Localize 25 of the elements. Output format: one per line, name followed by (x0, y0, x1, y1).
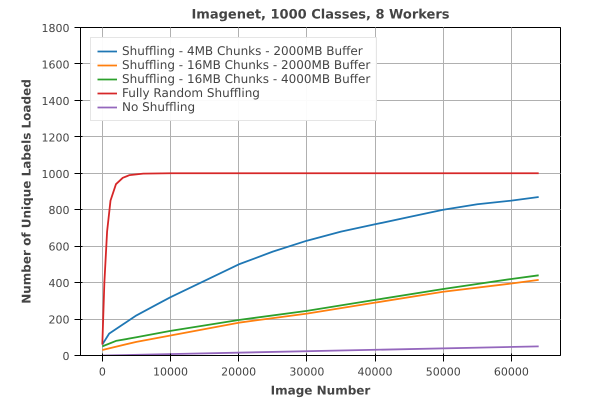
x-tick-label: 60000 (494, 366, 529, 378)
y-tick-label: 200 (48, 314, 70, 327)
y-tick-label: 600 (48, 240, 70, 254)
y-tick-label: 1600 (42, 58, 70, 72)
y-tick-label: 0 (62, 350, 70, 363)
x-tick-label: 10000 (153, 366, 188, 378)
y-tick-label: 1000 (42, 168, 70, 181)
x-tick-label: 20000 (221, 366, 256, 378)
y-tick-label: 1200 (42, 131, 70, 144)
legend-label: Shuffling - 4MB Chunks - 2000MB Buffer (122, 44, 363, 58)
y-tick-label: 1800 (42, 22, 70, 35)
chart-title: Imagenet, 1000 Classes, 8 Workers (191, 8, 450, 22)
y-axis-title: Number of Unique Labels Loaded (20, 79, 34, 304)
x-axis-title: Image Number (270, 384, 370, 398)
y-tick-label: 800 (48, 204, 70, 218)
x-tick-label: 40000 (358, 366, 393, 378)
legend-label: Fully Random Shuffling (122, 86, 260, 100)
y-tick-label: 1400 (42, 94, 70, 108)
legend-label: No Shuffling (122, 100, 196, 114)
legend-label: Shuffling - 16MB Chunks - 2000MB Buffer (122, 58, 370, 72)
legend-label: Shuffling - 16MB Chunks - 4000MB Buffer (122, 72, 370, 86)
y-tick-label: 400 (48, 277, 70, 290)
x-tick-label: 0 (98, 366, 106, 378)
x-tick-label: 30000 (289, 366, 324, 378)
x-tick-label: 50000 (426, 366, 461, 378)
